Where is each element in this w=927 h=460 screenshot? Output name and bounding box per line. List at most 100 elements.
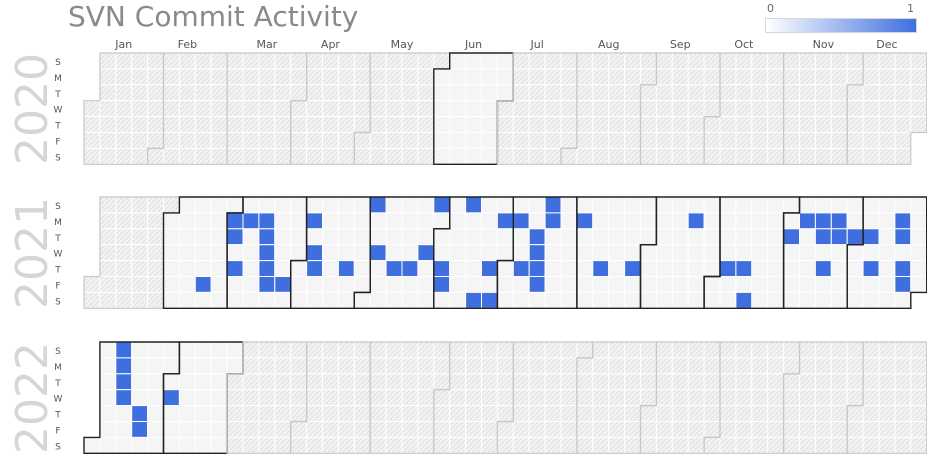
day-cell — [337, 405, 355, 423]
day-cell — [178, 100, 196, 118]
day-cell — [385, 373, 403, 391]
day-cell — [799, 84, 816, 102]
day-cell — [703, 357, 721, 375]
day-cell — [258, 147, 276, 165]
day-cell — [687, 341, 705, 359]
day-cell — [147, 260, 165, 278]
day-cell — [99, 68, 117, 86]
day-cell — [751, 373, 769, 391]
day-cell — [528, 421, 546, 438]
day-cell — [878, 276, 896, 293]
day-cell — [799, 132, 816, 149]
day-cell — [99, 291, 117, 309]
day-cell — [147, 52, 165, 70]
day-cell — [862, 405, 880, 423]
day-cell — [496, 84, 514, 102]
day-cell — [767, 389, 785, 407]
day-cell — [703, 132, 721, 149]
day-cell — [369, 100, 387, 118]
day-cell — [751, 52, 769, 70]
day-cell — [735, 100, 753, 118]
day-cell — [322, 405, 339, 423]
day-cell — [433, 436, 451, 454]
day-cell — [353, 212, 371, 230]
day-cell — [608, 84, 626, 102]
day-cell — [306, 100, 324, 118]
day-cell — [226, 116, 244, 133]
day-cell — [401, 405, 419, 423]
day-cell — [433, 116, 451, 133]
day-cell — [878, 341, 896, 359]
day-cell — [385, 421, 403, 438]
day-cell — [719, 228, 737, 246]
day-cell — [592, 228, 610, 246]
day-cell — [862, 276, 880, 293]
day-cell — [608, 389, 626, 407]
day-cell — [163, 116, 180, 133]
day-cell — [560, 405, 578, 423]
day-cell — [608, 421, 626, 438]
day-cell — [496, 341, 514, 359]
day-cell — [799, 291, 816, 309]
day-cell — [226, 244, 244, 262]
day-cell — [735, 405, 753, 423]
day-cell — [703, 291, 721, 309]
day-cell — [465, 260, 483, 278]
day-cell — [703, 373, 721, 391]
day-cell — [830, 68, 848, 86]
weekday-label: S — [55, 153, 61, 163]
day-cell — [528, 212, 546, 230]
day-cell — [719, 100, 737, 118]
day-cell — [512, 100, 530, 118]
day-cell — [433, 68, 451, 86]
day-cell — [703, 196, 721, 214]
day-cell — [544, 373, 562, 391]
day-cell — [640, 341, 657, 359]
weekday-label: T — [54, 379, 61, 389]
day-cell — [322, 421, 339, 438]
day-cell — [99, 132, 117, 149]
day-cell — [751, 84, 769, 102]
day-cell — [544, 357, 562, 375]
day-cell — [512, 373, 530, 391]
day-cell — [449, 52, 467, 70]
day-cell — [830, 132, 848, 149]
day-cell — [576, 100, 594, 118]
day-cell — [814, 421, 832, 438]
day-cell — [337, 100, 355, 118]
day-cell — [417, 116, 435, 133]
chart-title: SVN Commit Activity — [68, 0, 359, 33]
day-cell — [719, 196, 737, 214]
day-cell — [846, 405, 864, 423]
legend-max-label: 1 — [907, 2, 914, 15]
day-cell — [369, 116, 387, 133]
day-cell — [655, 405, 673, 423]
day-cell — [290, 68, 308, 86]
day-cell — [862, 68, 880, 86]
day-cell — [846, 357, 864, 375]
day-cell — [751, 405, 769, 423]
day-cell — [862, 212, 880, 230]
day-cell — [131, 212, 149, 230]
day-cell — [878, 389, 896, 407]
day-cell — [131, 389, 149, 407]
day-cell — [830, 373, 848, 391]
day-cell — [640, 147, 657, 165]
day-cell — [274, 100, 292, 118]
day-cell — [576, 196, 594, 214]
day-cell — [560, 436, 578, 454]
day-cell — [147, 405, 165, 423]
day-cell — [671, 68, 689, 86]
day-cell — [99, 357, 117, 375]
day-cell — [369, 291, 387, 309]
day-cell — [322, 341, 339, 359]
day-cell — [131, 357, 149, 375]
day-cell — [719, 341, 737, 359]
day-cell — [147, 436, 165, 454]
day-cell — [210, 436, 228, 454]
day-cell — [560, 68, 578, 86]
day-cell — [131, 291, 149, 309]
day-cell — [528, 341, 546, 359]
day-cell — [783, 212, 800, 230]
commit-day-cell — [226, 212, 244, 230]
